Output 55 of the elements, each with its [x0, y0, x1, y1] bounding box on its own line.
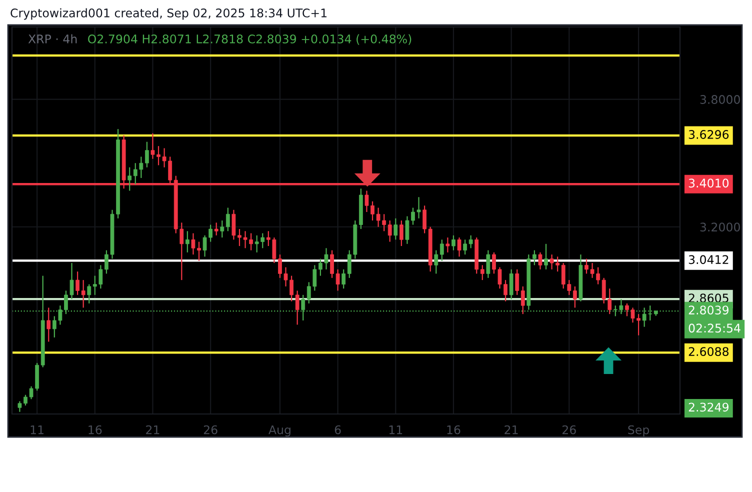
- candlestick: [185, 230, 190, 253]
- candlestick: [295, 290, 300, 326]
- candlestick: [46, 307, 51, 342]
- candlestick: [532, 250, 536, 266]
- candlestick: [399, 220, 404, 247]
- candlestick: [446, 236, 450, 253]
- candlestick: [87, 284, 92, 304]
- candlestick: [434, 250, 438, 274]
- candlestick: [515, 268, 520, 296]
- candlestick: [457, 236, 462, 258]
- x-tick-label: 21: [504, 425, 518, 434]
- x-tick-label: 11: [30, 425, 44, 434]
- x-tick-label: 16: [447, 425, 460, 434]
- candlestick: [468, 234, 473, 249]
- candlestick: [214, 222, 218, 236]
- candlestick: [76, 270, 80, 296]
- candlestick: [538, 252, 542, 270]
- candlestick: [342, 268, 346, 290]
- candlestick: [486, 250, 490, 278]
- y-tick-label: 3.8000: [700, 95, 740, 104]
- candlestick: [544, 243, 548, 270]
- x-tick-label: 16: [88, 425, 102, 434]
- ref-line-label: 2.8039: [688, 306, 728, 315]
- candlestick: [572, 286, 577, 308]
- candlestick: [226, 207, 230, 232]
- candlestick: [452, 234, 456, 251]
- x-tick-label: Aug: [268, 425, 290, 437]
- y-tick-label: 3.2000: [700, 222, 740, 232]
- text: Cryptowizard001 created, Sep 02, 2025 18:34 UTC+1: [10, 8, 327, 20]
- candlestick: [463, 239, 467, 256]
- candlestick: [440, 239, 444, 262]
- candlestick: [422, 205, 427, 234]
- text: O2.7904 H2.8071 L2.7818 C2.8039 +0.0134 (+0.48%): [88, 34, 412, 45]
- text: 02:25:54: [688, 324, 740, 333]
- x-tick-label: Sep: [628, 425, 650, 437]
- ref-line-label: 3.6296: [688, 130, 729, 139]
- ref-line-label: 3.4010: [688, 178, 729, 188]
- x-tick-label: 26: [562, 425, 576, 434]
- text: 2.3249: [688, 402, 728, 412]
- candlestick: [388, 220, 392, 242]
- x-tick-label: 21: [146, 425, 160, 434]
- candlestick: [128, 166, 132, 192]
- candlestick: [145, 141, 149, 168]
- x-tick-label: 6: [334, 425, 341, 434]
- x-tick-label: 11: [389, 425, 402, 434]
- candlestick: [220, 220, 224, 238]
- candlestick: [480, 264, 484, 281]
- candlestick: [509, 268, 514, 300]
- candlestick: [81, 279, 86, 308]
- ref-line-label: 3.0412: [688, 255, 728, 264]
- candlestick: [520, 286, 525, 315]
- ref-line-label: 2.6088: [688, 347, 729, 356]
- candlestick: [394, 218, 398, 240]
- chart-title: XRP · 4h: [28, 34, 77, 44]
- x-tick-label: 26: [204, 425, 218, 434]
